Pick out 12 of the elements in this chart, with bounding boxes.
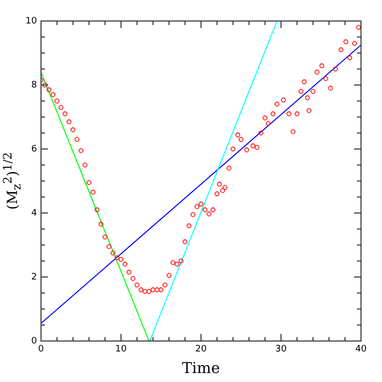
y-tick-label: 2 bbox=[31, 272, 37, 282]
x-axis-title: Time bbox=[182, 358, 220, 377]
y-tick-label: 8 bbox=[31, 80, 38, 90]
y-tick-label: 10 bbox=[26, 16, 38, 26]
x-tick-label: 10 bbox=[115, 344, 127, 355]
x-tick-label: 20 bbox=[195, 344, 207, 355]
y-tick-label: 6 bbox=[31, 144, 38, 154]
x-tick-label: 0 bbox=[38, 344, 44, 355]
y-tick-label: 0 bbox=[31, 336, 38, 346]
x-tick-label: 30 bbox=[275, 344, 287, 355]
y-tick-label: 4 bbox=[31, 208, 38, 218]
x-tick-label: 40 bbox=[355, 344, 367, 355]
